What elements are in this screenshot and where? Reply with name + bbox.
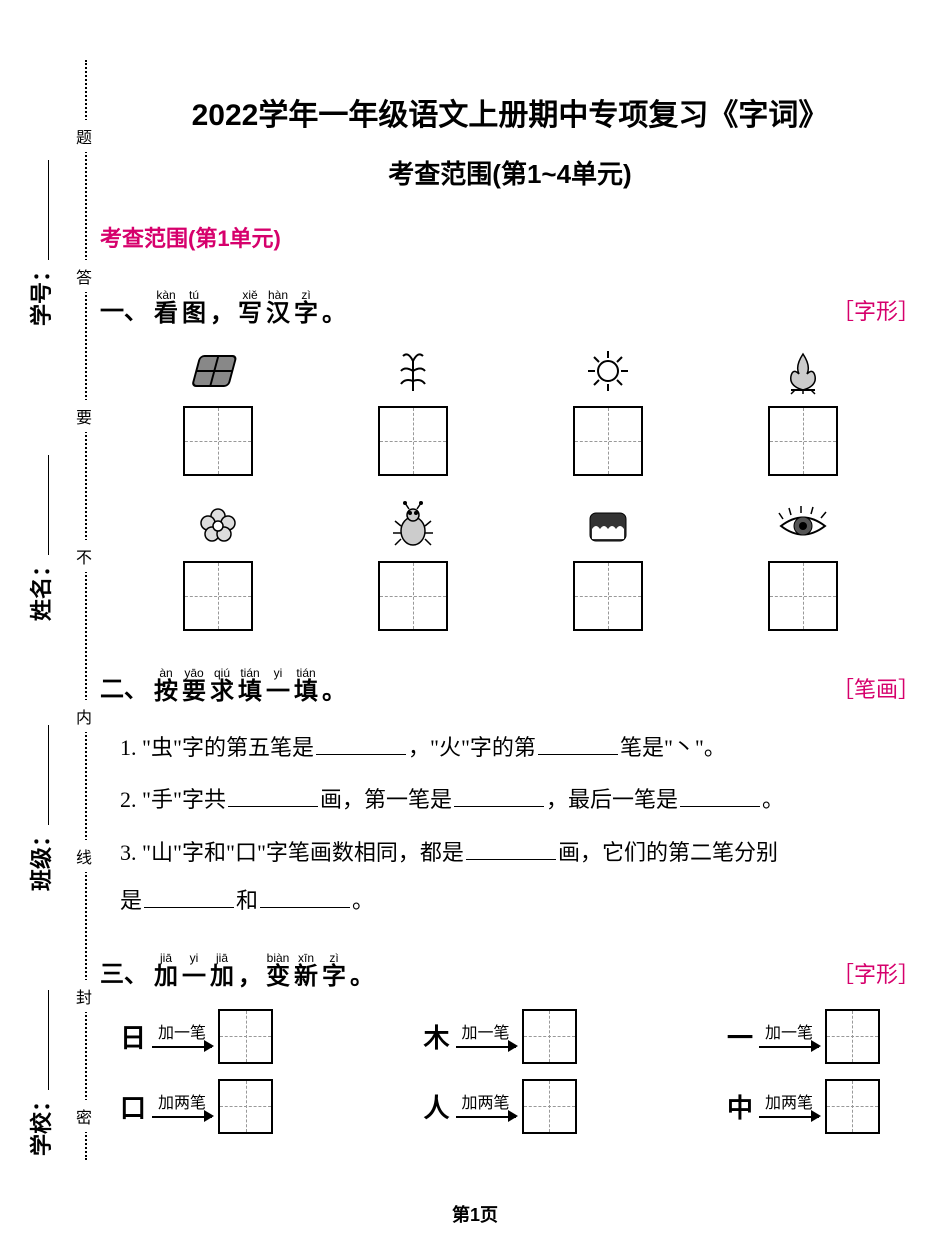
binding-char: 答 xyxy=(76,260,92,292)
answer-box[interactable] xyxy=(825,1079,880,1134)
blank[interactable] xyxy=(260,886,350,908)
sun-icon xyxy=(568,346,648,396)
q3-start-char: 木 xyxy=(423,1018,449,1055)
fire-icon xyxy=(763,346,843,396)
answer-box[interactable] xyxy=(183,561,253,631)
answer-box[interactable] xyxy=(768,561,838,631)
side-labels: 学号： 姓名： 班级： 学校： xyxy=(10,60,60,1160)
q2-header: 二、 àn按yāo要qiú求tián填yi一tián填 。 ［笔画］ xyxy=(100,656,920,704)
scope-heading: 考查范围(第1单元) xyxy=(100,221,920,253)
blank[interactable] xyxy=(144,886,234,908)
q3-item: 一加一笔 xyxy=(727,1009,880,1064)
q3-tag: ［字形］ xyxy=(832,957,920,989)
arrow: 加一笔 xyxy=(759,1019,819,1053)
title-line1: 2022学年一年级语文上册期中专项复习《字词》 xyxy=(100,90,920,134)
q1-boxes-row1 xyxy=(100,406,920,476)
page-footer: 第1页 xyxy=(0,1201,950,1227)
q3-title: 三、 jiā加yi一jiā加 ，biàn变xīn新zì字 。 xyxy=(100,941,376,989)
answer-box[interactable] xyxy=(218,1079,273,1134)
binding-char: 要 xyxy=(76,400,92,432)
q1-images-row2 xyxy=(100,501,920,551)
answer-box[interactable] xyxy=(825,1009,880,1064)
arrow: 加两笔 xyxy=(456,1089,516,1123)
q2-title: 二、 àn按yāo要qiú求tián填yi一tián填 。 xyxy=(100,656,348,704)
q2-tag: ［笔画］ xyxy=(832,672,920,704)
q3-row1: 日加一笔木加一笔一加一笔 xyxy=(120,1009,920,1064)
blank[interactable] xyxy=(538,733,618,755)
q2-body: 1. "虫"字的第五笔是，"火"字的第笔是"丶"。 2. "手"字共画，第一笔是… xyxy=(100,724,920,926)
q3-row2: 口加两笔人加两笔中加两笔 xyxy=(120,1079,920,1134)
q3-item: 木加一笔 xyxy=(423,1009,576,1064)
title-line2: 考查范围(第1~4单元) xyxy=(100,154,920,191)
page-content: 2022学年一年级语文上册期中专项复习《字词》 考查范围(第1~4单元) 考查范… xyxy=(100,50,920,1149)
side-label-xuexiao[interactable]: 学校： xyxy=(24,990,56,1156)
binding-char: 题 xyxy=(76,120,92,152)
q2-item1: 1. "虫"字的第五笔是，"火"字的第笔是"丶"。 xyxy=(120,724,920,772)
answer-box[interactable] xyxy=(573,561,643,631)
q1-images-row1 xyxy=(100,346,920,396)
answer-box[interactable] xyxy=(768,406,838,476)
side-label-xingming[interactable]: 姓名： xyxy=(24,455,56,621)
q3-start-char: 口 xyxy=(120,1088,146,1125)
answer-box[interactable] xyxy=(522,1079,577,1134)
eye-icon xyxy=(763,501,843,551)
flower-icon xyxy=(178,501,258,551)
answer-box[interactable] xyxy=(183,406,253,476)
q3-item: 口加两笔 xyxy=(120,1079,273,1134)
q1-boxes-row2 xyxy=(100,561,920,631)
answer-box[interactable] xyxy=(573,406,643,476)
side-label-banji[interactable]: 班级： xyxy=(24,725,56,891)
answer-box[interactable] xyxy=(522,1009,577,1064)
binding-char: 内 xyxy=(76,700,92,732)
blank[interactable] xyxy=(316,733,406,755)
arrow: 加两笔 xyxy=(759,1089,819,1123)
binding-char: 不 xyxy=(76,540,92,572)
q3-item: 人加两笔 xyxy=(423,1079,576,1134)
q2-item2: 2. "手"字共画，第一笔是，最后一笔是。 xyxy=(120,776,920,824)
q3-item: 日加一笔 xyxy=(120,1009,273,1064)
side-label-xuehao[interactable]: 学号： xyxy=(24,160,56,326)
binding-edge: 题 答 要 不 内 线 封 密 xyxy=(70,60,100,1160)
binding-char: 密 xyxy=(76,1100,92,1132)
answer-box[interactable] xyxy=(378,406,448,476)
binding-char: 封 xyxy=(76,980,92,1012)
answer-box[interactable] xyxy=(378,561,448,631)
blank[interactable] xyxy=(680,785,760,807)
q3-start-char: 中 xyxy=(727,1088,753,1125)
bug-icon xyxy=(373,501,453,551)
arrow: 加两笔 xyxy=(152,1089,212,1123)
q3-start-char: 人 xyxy=(423,1088,449,1125)
q3-body: 日加一笔木加一笔一加一笔 口加两笔人加两笔中加两笔 xyxy=(100,1009,920,1134)
blank[interactable] xyxy=(466,838,556,860)
cloud-icon xyxy=(568,501,648,551)
q3-header: 三、 jiā加yi一jiā加 ，biàn变xīn新zì字 。 ［字形］ xyxy=(100,941,920,989)
q1-title: 一、 kàn看tú图 ，xiě写hàn汉zì字 。 xyxy=(100,278,348,326)
binding-char: 线 xyxy=(76,840,92,872)
blank[interactable] xyxy=(454,785,544,807)
blank[interactable] xyxy=(228,785,318,807)
field-icon xyxy=(178,346,258,396)
q3-start-char: 日 xyxy=(120,1018,146,1055)
q1-header: 一、 kàn看tú图 ，xiě写hàn汉zì字 。 ［字形］ xyxy=(100,278,920,326)
arrow: 加一笔 xyxy=(152,1019,212,1053)
q2-item3: 3. "山"字和"口"字笔画数相同，都是画，它们的第二笔分别 是和。 xyxy=(120,829,920,926)
q3-item: 中加两笔 xyxy=(727,1079,880,1134)
answer-box[interactable] xyxy=(218,1009,273,1064)
q1-tag: ［字形］ xyxy=(832,294,920,326)
grain-icon xyxy=(373,346,453,396)
q3-start-char: 一 xyxy=(727,1018,753,1055)
arrow: 加一笔 xyxy=(456,1019,516,1053)
